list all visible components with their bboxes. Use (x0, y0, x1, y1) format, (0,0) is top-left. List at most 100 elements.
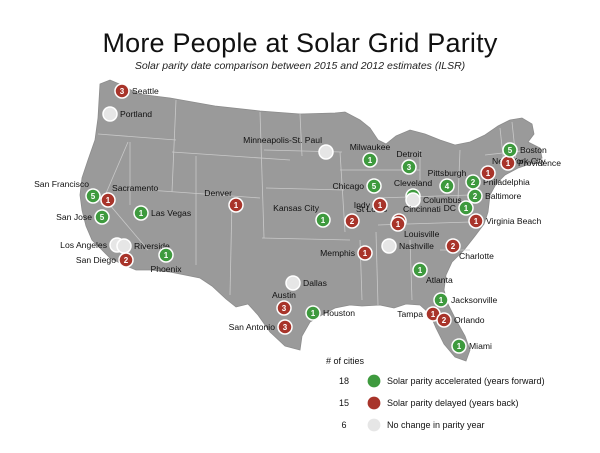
city-tampa: 1 Tampa (397, 306, 441, 322)
city-label: Philadelphia (483, 177, 530, 187)
marker-delayed (114, 83, 130, 99)
marker-number: 5 (372, 182, 377, 191)
city-label: Indy (354, 200, 371, 210)
marker-number: 1 (486, 169, 491, 178)
marker-number: 3 (120, 87, 125, 96)
legend-header: # of cities (326, 356, 365, 366)
marker-number: 1 (321, 216, 326, 225)
city-label: Phoenix (150, 264, 182, 274)
marker-no_change (116, 238, 132, 254)
marker-number: 1 (378, 201, 383, 210)
marker-number: 2 (124, 256, 129, 265)
marker-no_change (405, 192, 421, 208)
city-label: Providence (518, 158, 561, 168)
marker-number: 3 (283, 323, 288, 332)
city-label: Las Vegas (151, 208, 191, 218)
city-las-vegas: 1 Las Vegas (133, 205, 191, 221)
marker-number: 2 (471, 178, 476, 187)
city-label: San Francisco (34, 179, 89, 189)
city-label: Louisville (404, 229, 440, 239)
marker-delayed (436, 312, 452, 328)
legend-count: 15 (339, 398, 349, 408)
legend-marker (366, 417, 382, 433)
marker-accelerated (366, 178, 382, 194)
legend-label: Solar parity accelerated (years forward) (387, 376, 545, 386)
marker-delayed (372, 197, 388, 213)
city-san-antonio: 3 San Antonio (229, 319, 293, 335)
marker-number: 1 (474, 217, 479, 226)
city-label: Memphis (320, 248, 355, 258)
us-land-shape (79, 79, 543, 362)
marker-accelerated (305, 305, 321, 321)
city-label: Portland (120, 109, 152, 119)
city-label: San Jose (56, 212, 92, 222)
legend-label: No change in parity year (387, 420, 485, 430)
city-label: Austin (272, 290, 296, 300)
legend-item-accelerated: 18 Solar parity accelerated (years forwar… (339, 373, 545, 389)
marker-number: 1 (431, 310, 436, 319)
city-label: Jacksonville (451, 295, 498, 305)
marker-no_change (102, 106, 118, 122)
city-virginia-beach: 1 Virginia Beach (468, 213, 541, 229)
marker-number: 1 (363, 249, 368, 258)
marker-number: 5 (91, 192, 96, 201)
marker-delayed (277, 319, 293, 335)
legend-count: 6 (341, 420, 346, 430)
city-label: Chicago (332, 181, 364, 191)
city-label: Nashville (399, 241, 434, 251)
marker-number: 1 (464, 204, 469, 213)
city-label: Orlando (454, 315, 485, 325)
city-label: Virginia Beach (486, 216, 541, 226)
marker-accelerated (94, 209, 110, 225)
marker-no_change (381, 238, 397, 254)
city-los-angeles: Los Angeles (60, 237, 125, 253)
marker-number: 1 (506, 159, 511, 168)
city-label: Pittsburgh (428, 168, 467, 178)
marker-accelerated (458, 200, 474, 216)
legend-count: 18 (339, 376, 349, 386)
city-label: Boston (520, 145, 547, 155)
city-label: Tampa (397, 309, 423, 319)
marker-delayed (357, 245, 373, 261)
map-subtitle: Solar parity date comparison between 201… (134, 60, 466, 72)
legend-label: Solar parity delayed (years back) (387, 398, 519, 408)
marker-accelerated (85, 188, 101, 204)
marker-accelerated (502, 142, 518, 158)
marker-number: 1 (311, 309, 316, 318)
city-milwaukee: 1 Milwaukee (350, 142, 391, 168)
city-providence: 1 Providence (500, 155, 561, 171)
city-phoenix: 1 Phoenix (150, 247, 182, 274)
legend-item-delayed: 15 Solar parity delayed (years back) (339, 395, 519, 411)
city-label: Charlotte (459, 251, 494, 261)
marker-delayed (276, 300, 292, 316)
city-san-diego: 2 San Diego (76, 252, 134, 268)
marker-number: 3 (282, 304, 287, 313)
city-houston: 1 Houston (305, 305, 355, 321)
legend-item-no_change: 6 No change in parity year (341, 417, 485, 433)
city-label: DC (444, 203, 456, 213)
city-label: Riverside (134, 241, 170, 251)
city-label: Seattle (132, 86, 159, 96)
city-san-jose: 5 San Jose (56, 209, 110, 225)
city-st-louis: 2St Louis (344, 204, 387, 229)
city-label: San Antonio (229, 322, 276, 332)
city-seattle: 3 Seattle (114, 83, 159, 99)
marker-delayed (445, 238, 461, 254)
city-miami: 1 Miami (451, 338, 492, 354)
city-chicago: 5 Chicago (332, 178, 382, 194)
map-title: More People at Solar Grid Parity (102, 28, 498, 58)
marker-number: 4 (445, 182, 450, 191)
marker-no_change (285, 275, 301, 291)
marker-accelerated (439, 178, 455, 194)
marker-accelerated (451, 338, 467, 354)
marker-delayed (390, 216, 406, 232)
marker-delayed (344, 213, 360, 229)
marker-number: 2 (473, 192, 478, 201)
city-label: Sacramento (112, 183, 159, 193)
city-philadelphia: 2 Philadelphia (465, 174, 530, 190)
marker-accelerated (158, 247, 174, 263)
